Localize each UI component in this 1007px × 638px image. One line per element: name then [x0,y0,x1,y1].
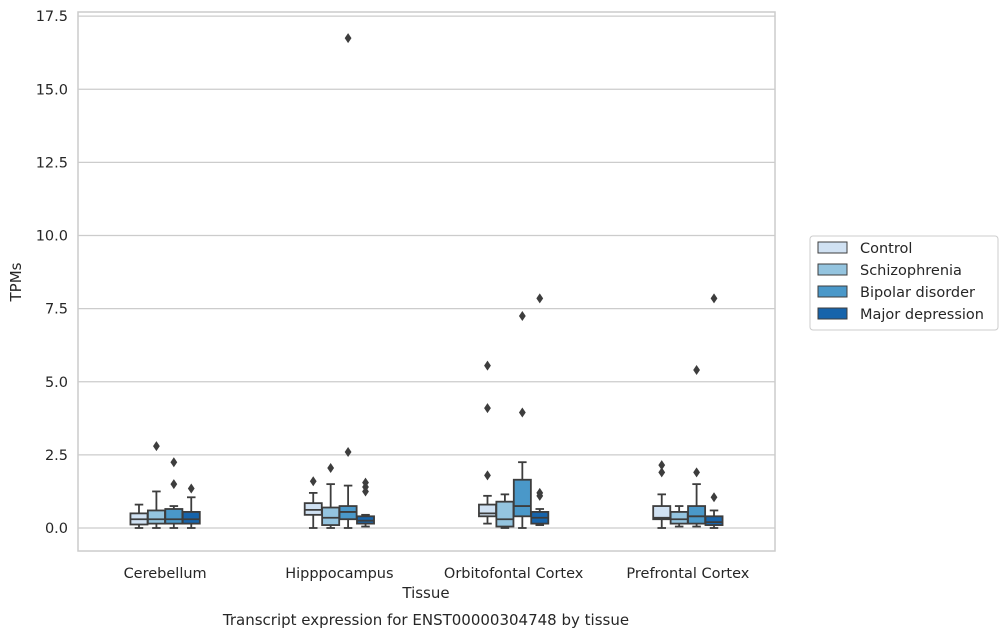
box-bipolar-disorder [512,310,532,529]
legend-swatch [817,285,848,298]
y-tick-label: 5.0 [45,375,68,391]
outlier-point [710,293,718,304]
box-bipolar-disorder [338,33,358,529]
outlier-point [362,477,369,488]
box-major-depression [181,483,201,529]
box-control [129,503,149,529]
iqr-box [495,500,515,528]
box-schizophrenia [146,441,166,529]
iqr-box [146,509,166,525]
outlier-point [710,492,718,503]
outlier-point [693,365,700,376]
outlier-point [170,457,178,468]
outlier-point [518,407,526,418]
legend-item: Major depression [817,307,984,323]
legend-item: Schizophrenia [817,263,962,279]
box-major-depression [356,477,375,528]
box-schizophrenia [669,505,689,528]
gridlines [78,15,775,529]
legend-swatch [817,307,848,320]
legend-item: Bipolar disorder [817,285,975,301]
legend-frame [809,235,999,331]
box-control [478,360,497,525]
x-tick-labels: Cerebellum Hipppocampus Orbitofontal Corte… [124,566,750,582]
outlier-point [327,463,335,474]
box-plots [129,33,724,529]
y-tick-label: 2.5 [45,448,68,464]
outlier-point [344,446,352,457]
outlier-point [170,479,178,490]
outlier-point [309,476,317,487]
iqr-box [164,508,184,525]
outlier-point [187,483,195,494]
legend-label: Bipolar disorder [860,285,975,301]
outlier-point [153,441,160,452]
chart-caption: Transcript expression for ENST0000030474… [222,611,629,629]
y-axis-title: TPMs [7,262,25,302]
box-major-depression [530,293,550,526]
iqr-box [704,515,724,526]
iqr-box [478,503,497,518]
outlier-point [484,360,491,371]
legend-swatch [817,263,848,276]
iqr-box [512,478,532,518]
box-control [303,476,323,529]
legend-label: Schizophrenia [860,263,962,279]
y-tick-label: 12.5 [36,155,68,171]
box-schizophrenia [495,493,515,529]
box-bipolar-disorder [687,365,707,528]
box-major-depression [704,293,724,529]
legend-swatch [817,241,848,254]
outlier-point [658,467,666,478]
x-tick-label: Prefrontal Cortex [626,566,749,582]
y-tick-label: 7.5 [45,302,68,318]
iqr-box [321,506,341,526]
x-tick-label: Orbitofontal Cortex [444,566,584,582]
outlier-point [693,467,700,478]
legend-label: Major depression [860,307,984,323]
box-schizophrenia [321,463,341,529]
y-tick-label: 0.0 [45,521,68,537]
box-control [652,460,672,529]
legend-item: Control [817,241,912,257]
iqr-box [181,511,201,525]
y-tick-labels: 0.0 2.5 5.0 7.5 10.0 12.5 15.0 17.5 [36,9,68,537]
x-tick-label: Cerebellum [124,566,207,582]
plot-frame [77,11,776,552]
outlier-point [658,460,666,471]
legend-label: Control [860,241,912,257]
x-tick-label: Hipppocampus [285,566,393,582]
y-tick-label: 10.0 [36,229,68,245]
legend: Control Schizophrenia Bipolar disorder Majo… [809,235,999,331]
outlier-point [484,403,491,414]
outlier-point [344,33,352,44]
outlier-point [536,293,544,304]
y-tick-label: 15.0 [36,82,68,98]
y-tick-label: 17.5 [36,9,68,25]
iqr-box [669,511,689,525]
x-axis-title: Tissue [401,584,449,602]
outlier-point [536,487,544,498]
outlier-point [484,470,491,481]
iqr-box [687,505,707,525]
box-bipolar-disorder [164,457,184,529]
outlier-point [518,310,526,321]
